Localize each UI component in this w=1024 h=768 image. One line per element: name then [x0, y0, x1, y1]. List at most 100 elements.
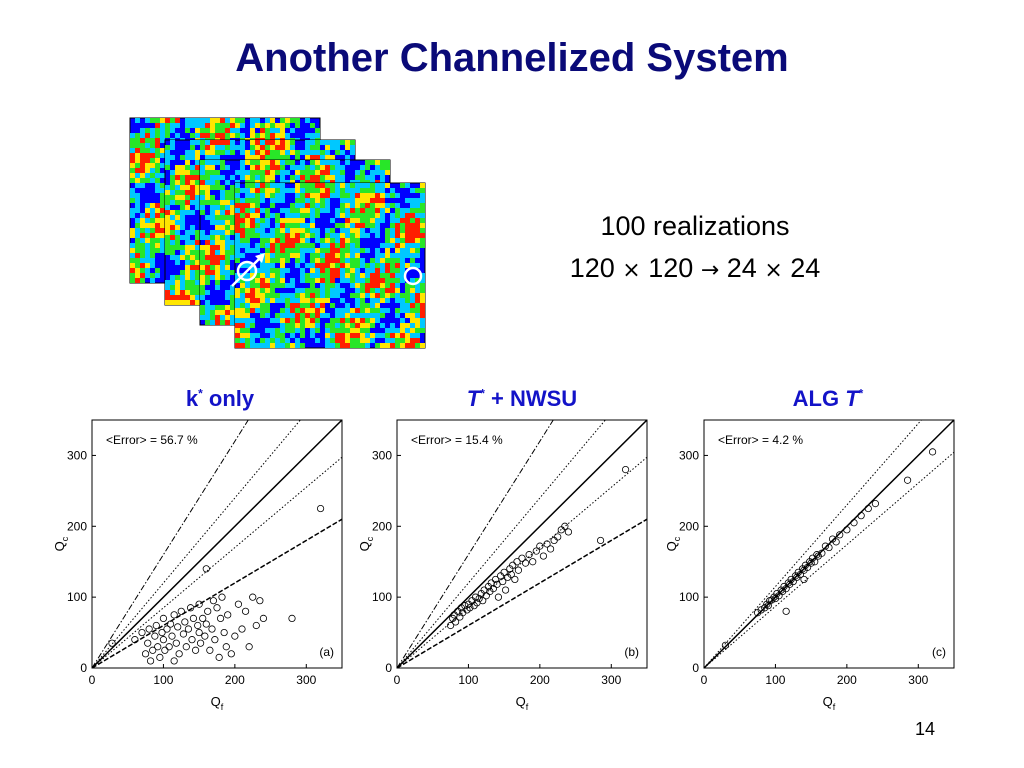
map-cell [295, 293, 300, 298]
map-cell [410, 303, 415, 308]
map-cell [300, 243, 305, 248]
map-cell [255, 118, 260, 123]
map-cell [375, 263, 380, 268]
data-point [177, 607, 185, 615]
map-cell [255, 343, 260, 348]
map-cell [315, 298, 320, 303]
map-cell [335, 253, 340, 258]
map-cell [180, 200, 185, 205]
map-cell [370, 228, 375, 233]
map-cell [225, 275, 230, 280]
map-cell [160, 223, 165, 228]
map-cell [195, 280, 200, 285]
map-cell [385, 243, 390, 248]
map-cell [230, 305, 235, 310]
map-cell [210, 260, 215, 265]
map-cell [295, 170, 300, 175]
map-cell [160, 128, 165, 133]
map-cell [285, 308, 290, 313]
map-cell [265, 268, 270, 273]
data-point [186, 604, 195, 612]
map-cell [270, 243, 275, 248]
map-cell [345, 160, 350, 165]
map-cell [220, 265, 225, 270]
map-cell [140, 148, 145, 153]
map-cell [420, 303, 425, 308]
map-cell [310, 308, 315, 313]
data-point [211, 636, 219, 644]
map-cell [310, 188, 315, 193]
map-cell [395, 333, 400, 338]
map-cell [155, 238, 160, 243]
map-cell [250, 233, 255, 238]
map-cell [220, 175, 225, 180]
flow-arrow-icon [231, 253, 265, 287]
data-point [151, 632, 159, 640]
map-cell [265, 343, 270, 348]
map-cell [385, 248, 390, 253]
map-cell [275, 145, 280, 150]
map-cell [280, 208, 285, 213]
map-cell [355, 238, 360, 243]
map-cell [390, 288, 395, 293]
map-cell [335, 188, 340, 193]
map-cell [365, 223, 370, 228]
map-cell [390, 213, 395, 218]
map-cell [220, 190, 225, 195]
map-cell [200, 205, 205, 210]
map-cell [330, 140, 335, 145]
map-cell [245, 313, 250, 318]
map-cell [200, 160, 205, 165]
map-cell [260, 298, 265, 303]
map-cell [255, 133, 260, 138]
map-cell [415, 338, 420, 343]
map-cell [150, 203, 155, 208]
map-cell [355, 233, 360, 238]
data-point [138, 628, 146, 637]
map-cell [215, 285, 220, 290]
map-cell [205, 260, 210, 265]
map-cell [285, 223, 290, 228]
map-cell [350, 150, 355, 155]
map-cell [275, 273, 280, 278]
map-cell [360, 233, 365, 238]
map-cell [250, 278, 255, 283]
map-cell [410, 243, 415, 248]
map-cell [245, 175, 250, 180]
map-cell [335, 170, 340, 175]
map-cell [300, 238, 305, 243]
map-cell [385, 228, 390, 233]
map-cell [250, 175, 255, 180]
map-cell [220, 260, 225, 265]
data-point [843, 526, 851, 534]
map-cell [385, 298, 390, 303]
map-cell [275, 183, 280, 188]
map-cell [360, 323, 365, 328]
map-cell [235, 145, 240, 150]
map-cell [210, 150, 215, 155]
data-point [161, 646, 169, 654]
map-cell [200, 250, 205, 255]
map-cell [200, 275, 205, 280]
map-cell [285, 343, 290, 348]
map-cell [360, 208, 365, 213]
map-cell [405, 333, 410, 338]
map-cell [165, 150, 170, 155]
map-cell [180, 285, 185, 290]
map-cell [355, 208, 360, 213]
map-cell [325, 198, 330, 203]
map-cell [180, 270, 185, 275]
map-cell [130, 278, 135, 283]
map-cell [175, 240, 180, 245]
map-cell [280, 318, 285, 323]
map-cell [235, 293, 240, 298]
map-cell [135, 143, 140, 148]
map-cell [220, 250, 225, 255]
map-cell [225, 295, 230, 300]
map-cell [240, 213, 245, 218]
map-cell [410, 203, 415, 208]
map-cell [350, 145, 355, 150]
map-cell [330, 193, 335, 198]
map-cell [165, 210, 170, 215]
map-cell [370, 308, 375, 313]
